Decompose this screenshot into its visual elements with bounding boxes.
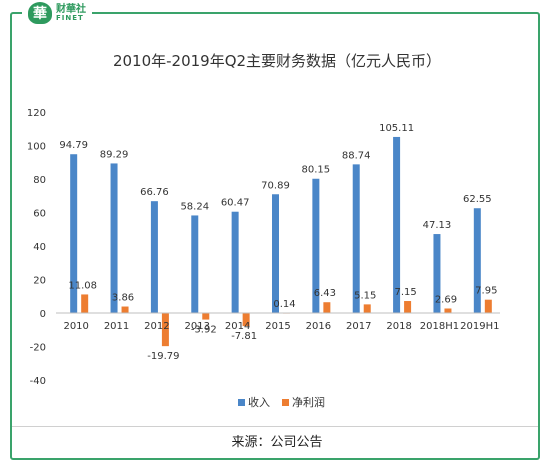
x-tick-label-2018: 2018 (386, 321, 411, 332)
revenue-label-2017: 88.74 (342, 150, 371, 161)
net-profit-bar-2011 (121, 306, 129, 313)
y-tick-label: -40 (30, 376, 46, 387)
legend-swatch-0 (238, 399, 245, 406)
brand-name-cn: 财華社 (56, 3, 86, 15)
revenue-label-2018: 105.11 (379, 123, 414, 134)
revenue-bar-2015 (272, 194, 279, 313)
revenue-bar-2010 (70, 154, 78, 313)
legend-label-0: 收入 (248, 395, 270, 409)
revenue-label-2013: 58.24 (180, 201, 209, 212)
net-profit-bar-2012 (161, 313, 169, 347)
revenue-bar-2016 (312, 178, 320, 313)
x-tick-label-2011: 2011 (104, 321, 129, 332)
net-profit-label-2012: -19.79 (147, 351, 179, 362)
legend-swatch-1 (282, 399, 289, 406)
x-tick-label-2014: 2014 (225, 321, 250, 332)
revenue-label-2015: 70.89 (261, 180, 290, 191)
source-note: 来源：公司公告 (231, 435, 323, 450)
revenue-label-2012: 66.76 (140, 187, 169, 198)
net-profit-label-2017: 5.15 (354, 290, 376, 301)
revenue-bar-2012 (150, 201, 158, 313)
y-tick-label: 20 (33, 276, 46, 287)
revenue-bar-2011 (110, 163, 118, 313)
revenue-bar-2019H1 (473, 208, 481, 313)
revenue-label-2010: 94.79 (59, 140, 88, 151)
x-axis: 2010 2011 2012 2013 2014 2015 2016 2017 2018 2018… (56, 312, 500, 332)
y-tick-label: 80 (33, 175, 46, 186)
x-tick-label-2017: 2017 (346, 321, 371, 332)
brand-name-en: FINET (56, 13, 84, 22)
x-tick-label-2010: 2010 (63, 321, 88, 332)
x-tick-label-2019H1: 2019H1 (460, 321, 499, 332)
net-profit-label-2010: 11.08 (68, 280, 97, 291)
revenue-label-2016: 80.15 (302, 165, 331, 176)
brand-mark: 華 (28, 2, 52, 24)
brand-text: 财華社 FINET (56, 3, 86, 22)
revenue-bar-2018H1 (433, 234, 441, 313)
revenue-label-2011: 89.29 (100, 149, 129, 160)
chart-title: 2010年-2019年Q2主要财务数据（亿元人民币） (113, 52, 441, 70)
bars: 94.79 89.29 66.76 58.24 60.47 70.89 80.15 88.74… (59, 123, 497, 362)
x-tick-label-2015: 2015 (265, 321, 290, 332)
y-tick-label: 0 (40, 309, 46, 320)
net-profit-bar-2010 (81, 294, 89, 313)
y-tick-label: 120 (27, 108, 46, 119)
net-profit-bar-2018 (404, 301, 412, 313)
net-profit-label-2014: -7.81 (231, 331, 257, 342)
revenue-bar-2014 (231, 211, 239, 313)
net-profit-label-2019H1: 7.95 (475, 286, 497, 297)
revenue-label-2018H1: 47.13 (423, 220, 452, 231)
net-profit-label-2016: 6.43 (314, 288, 336, 299)
revenue-bar-2018 (393, 136, 401, 313)
net-profit-bar-2018H1 (444, 308, 452, 313)
x-tick-label-2012: 2012 (144, 321, 169, 332)
y-tick-label: 60 (33, 209, 46, 220)
net-profit-label-2013: -3.92 (191, 325, 217, 336)
revenue-label-2014: 60.47 (221, 198, 250, 209)
legend-label-1: 净利润 (292, 395, 325, 409)
y-tick-label: -20 (30, 343, 46, 354)
net-profit-bar-2016 (323, 302, 331, 313)
net-profit-bar-2017 (363, 304, 371, 313)
y-axis: -40 -20 0 20 40 60 80 100 120 (27, 108, 46, 387)
brand-logo: 華 财華社 FINET (22, 2, 92, 24)
x-tick-label-2018H1: 2018H1 (420, 321, 459, 332)
source-divider (12, 426, 538, 427)
chart-frame (10, 12, 540, 460)
net-profit-label-2011: 3.86 (112, 293, 134, 304)
x-tick-label-2013: 2013 (185, 321, 210, 332)
net-profit-label-2018H1: 2.69 (435, 294, 457, 305)
net-profit-label-2015: 0.14 (273, 299, 295, 310)
revenue-bar-2013 (191, 215, 199, 313)
x-tick-label-2016: 2016 (306, 321, 331, 332)
y-tick-label: 40 (33, 242, 46, 253)
net-profit-label-2018: 7.15 (394, 287, 416, 298)
net-profit-bar-2019H1 (484, 299, 492, 313)
net-profit-bar-2013 (202, 313, 210, 320)
y-tick-label: 100 (27, 142, 46, 153)
revenue-label-2019H1: 62.55 (463, 194, 492, 205)
revenue-bar-2017 (352, 164, 360, 313)
chart-legend: 收入 净利润 (238, 395, 325, 409)
net-profit-bar-2014 (242, 313, 250, 327)
